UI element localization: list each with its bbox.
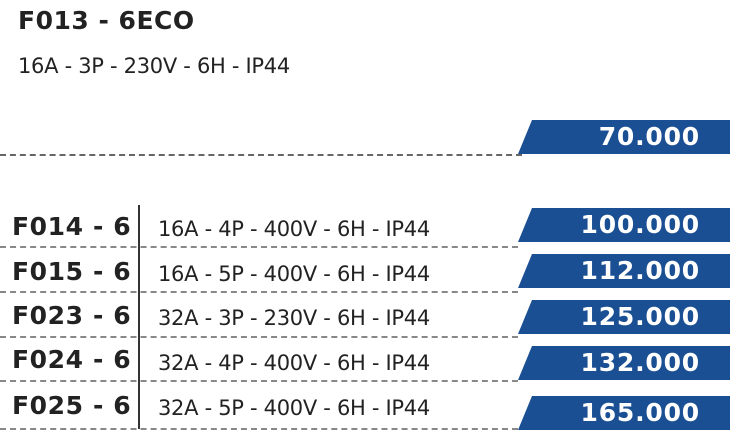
price-tag-shape [518,208,730,242]
featured-dashed-divider [0,154,522,156]
price-tag-shape [518,300,730,334]
product-price: 165.000 [580,398,700,427]
price-tag-shape [518,346,730,380]
product-price-tag: 165.000 [518,396,730,430]
column-divider [138,205,140,429]
featured-product-code: F013 - 6ECO [18,6,195,35]
product-price: 132.000 [580,348,700,377]
product-price-tag: 125.000 [518,300,730,334]
product-price-tag: 112.000 [518,254,730,288]
row-dashed-divider [0,291,518,293]
product-price: 125.000 [580,302,700,331]
featured-price: 70.000 [598,122,700,151]
product-code: F024 - 6 [12,345,132,374]
featured-product-spec: 16A - 3P - 230V - 6H - IP44 [18,54,290,78]
row-dashed-divider [0,380,518,382]
price-tag-shape [518,396,730,430]
product-price-tag: 132.000 [518,346,730,380]
product-price: 100.000 [580,210,700,239]
product-spec: 32A - 5P - 400V - 6H - IP44 [158,396,430,420]
featured-price-tag: 70.000 [518,120,730,154]
product-code: F025 - 6 [12,391,132,420]
product-price: 112.000 [580,256,700,285]
price-tag-shape [518,254,730,288]
product-spec: 16A - 4P - 400V - 6H - IP44 [158,217,430,241]
product-spec: 32A - 3P - 230V - 6H - IP44 [158,306,430,330]
row-dashed-divider [0,336,518,338]
product-spec: 32A - 4P - 400V - 6H - IP44 [158,351,430,375]
product-code: F014 - 6 [12,212,132,241]
row-dashed-divider [0,428,518,430]
price-tag-shape [518,120,730,154]
product-code: F015 - 6 [12,257,132,286]
product-price-tag: 100.000 [518,208,730,242]
product-code: F023 - 6 [12,301,132,330]
product-spec: 16A - 5P - 400V - 6H - IP44 [158,262,430,286]
row-dashed-divider [0,246,518,248]
